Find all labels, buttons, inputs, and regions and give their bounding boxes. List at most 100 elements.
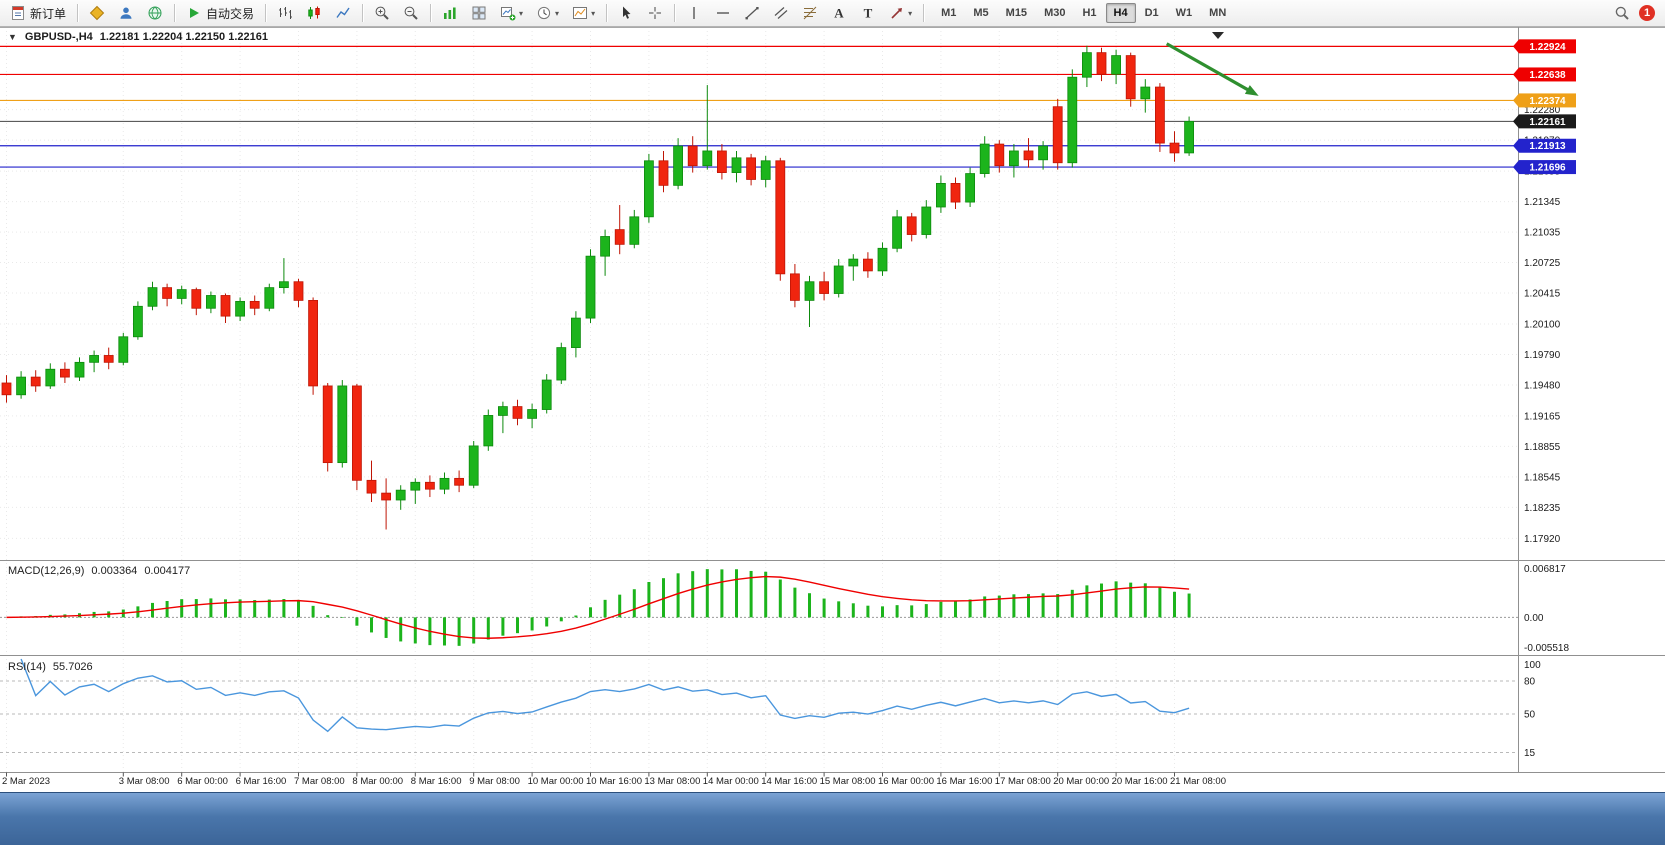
price-tag: 1.22161 bbox=[1513, 114, 1576, 129]
price-tag: 1.22374 bbox=[1513, 93, 1576, 108]
svg-text:1.20100: 1.20100 bbox=[1524, 319, 1561, 330]
crosshair-tool-button[interactable] bbox=[641, 2, 669, 24]
timeframe-button-m15[interactable]: M15 bbox=[998, 3, 1035, 23]
svg-text:50: 50 bbox=[1524, 710, 1536, 721]
timeframe-group: M1 M5 M15 M30 H1 H4 D1 W1 MN bbox=[933, 3, 1234, 23]
timeframe-button-m30[interactable]: M30 bbox=[1036, 3, 1073, 23]
grid bbox=[0, 31, 1518, 772]
svg-text:1.20725: 1.20725 bbox=[1524, 258, 1561, 269]
macd-histogram bbox=[19, 569, 1191, 646]
svg-text:10 Mar 00:00: 10 Mar 00:00 bbox=[528, 776, 584, 787]
svg-text:6 Mar 00:00: 6 Mar 00:00 bbox=[177, 776, 228, 787]
candlestick-chart-icon bbox=[308, 6, 320, 19]
channel-tool-button[interactable] bbox=[767, 2, 795, 24]
fibonacci-tool-button[interactable] bbox=[796, 2, 824, 24]
svg-text:8 Mar 00:00: 8 Mar 00:00 bbox=[352, 776, 403, 787]
chart-canvas[interactable]: 1.222801.219701.216551.213451.210351.207… bbox=[0, 27, 1665, 792]
new-order-button[interactable]: 新订单 bbox=[4, 2, 72, 24]
new-chart-button[interactable]: ▾ bbox=[494, 2, 529, 24]
svg-text:A: A bbox=[834, 6, 844, 21]
price-tag: 1.22638 bbox=[1513, 67, 1576, 82]
trendline-icon bbox=[745, 7, 759, 20]
candlestick-chart-button[interactable] bbox=[300, 2, 328, 24]
market-icon bbox=[89, 5, 105, 21]
text-icon: A bbox=[834, 6, 844, 21]
time-axis[interactable]: 2 Mar 2023 3 Mar 08:00 6 Mar 00:00 6 Mar 16… bbox=[2, 772, 1226, 788]
templates-button[interactable]: ▾ bbox=[566, 2, 601, 24]
toolbar-separator bbox=[265, 4, 267, 22]
svg-text:16 Mar 16:00: 16 Mar 16:00 bbox=[936, 776, 992, 787]
svg-text:6 Mar 16:00: 6 Mar 16:00 bbox=[236, 776, 287, 787]
text-label-tool-button[interactable]: T bbox=[854, 2, 882, 24]
svg-text:1.20415: 1.20415 bbox=[1524, 289, 1561, 300]
svg-text:1.18855: 1.18855 bbox=[1524, 442, 1561, 453]
svg-text:15 Mar 08:00: 15 Mar 08:00 bbox=[820, 776, 876, 787]
cursor-icon bbox=[623, 6, 631, 19]
autotrading-button[interactable]: 自动交易 bbox=[180, 2, 260, 24]
svg-text:1.22280: 1.22280 bbox=[1524, 105, 1561, 116]
svg-text:14 Mar 16:00: 14 Mar 16:00 bbox=[761, 776, 817, 787]
tile-windows-button[interactable] bbox=[465, 2, 493, 24]
clock-icon bbox=[537, 6, 551, 20]
caret-down-icon: ▾ bbox=[519, 8, 524, 18]
svg-text:7 Mar 08:00: 7 Mar 08:00 bbox=[294, 776, 345, 787]
svg-text:3 Mar 08:00: 3 Mar 08:00 bbox=[119, 776, 170, 787]
trend-arrow-head bbox=[1244, 85, 1259, 96]
zoom-in-button[interactable] bbox=[368, 2, 396, 24]
crosshair-icon bbox=[649, 7, 662, 19]
svg-text:0.00: 0.00 bbox=[1524, 613, 1544, 624]
trend-arrow[interactable] bbox=[1165, 42, 1253, 94]
horizontal-line-icon bbox=[717, 12, 730, 14]
chart-shift-marker[interactable] bbox=[1212, 32, 1224, 39]
taskbar-strip bbox=[0, 792, 1665, 845]
arrows-tool-button[interactable]: ▾ bbox=[883, 2, 918, 24]
indicators-button[interactable] bbox=[436, 2, 464, 24]
market-button[interactable] bbox=[83, 2, 111, 24]
search-button[interactable] bbox=[1608, 2, 1636, 24]
notification-badge[interactable]: 1 bbox=[1639, 5, 1655, 21]
price-tag: 1.21913 bbox=[1513, 138, 1576, 153]
channel-icon bbox=[774, 7, 788, 19]
svg-text:T: T bbox=[864, 6, 873, 21]
svg-text:1.22374: 1.22374 bbox=[1529, 96, 1566, 107]
timeframe-button-h1[interactable]: H1 bbox=[1074, 3, 1104, 23]
svg-text:1.19790: 1.19790 bbox=[1524, 350, 1561, 361]
timeframe-button-mn[interactable]: MN bbox=[1201, 3, 1234, 23]
web-button[interactable] bbox=[141, 2, 169, 24]
community-button[interactable] bbox=[112, 2, 140, 24]
timeframe-button-w1[interactable]: W1 bbox=[1168, 3, 1201, 23]
toolbar-separator bbox=[923, 4, 925, 22]
caret-down-icon: ▾ bbox=[908, 8, 913, 18]
community-icon bbox=[120, 7, 132, 19]
new-chart-icon bbox=[501, 7, 516, 21]
notification-count: 1 bbox=[1643, 7, 1651, 19]
horizontal-line-tool-button[interactable] bbox=[709, 2, 737, 24]
toolbar-separator bbox=[77, 4, 79, 22]
timeframe-button-h4[interactable]: H4 bbox=[1105, 3, 1136, 23]
zoom-out-button[interactable] bbox=[397, 2, 425, 24]
text-tool-button[interactable]: A bbox=[825, 2, 853, 24]
svg-text:1.21345: 1.21345 bbox=[1524, 197, 1561, 208]
toolbar-separator bbox=[674, 4, 676, 22]
svg-text:2 Mar 2023: 2 Mar 2023 bbox=[2, 776, 50, 787]
svg-text:17 Mar 08:00: 17 Mar 08:00 bbox=[995, 776, 1051, 787]
autotrading-play-icon bbox=[190, 8, 200, 18]
vertical-line-tool-button[interactable] bbox=[680, 2, 708, 24]
svg-text:1.22924: 1.22924 bbox=[1529, 42, 1566, 53]
timeframe-button-m5[interactable]: M5 bbox=[965, 3, 996, 23]
timeframe-button-m1[interactable]: M1 bbox=[933, 3, 964, 23]
svg-text:15: 15 bbox=[1524, 748, 1536, 759]
line-chart-icon bbox=[336, 7, 350, 18]
trendline-tool-button[interactable] bbox=[738, 2, 766, 24]
svg-text:0.006817: 0.006817 bbox=[1524, 564, 1566, 575]
periods-button[interactable]: ▾ bbox=[530, 2, 565, 24]
line-chart-button[interactable] bbox=[329, 2, 357, 24]
horizontal-line-objects[interactable] bbox=[0, 45, 1518, 168]
caret-down-icon: ▾ bbox=[591, 8, 596, 18]
timeframe-button-d1[interactable]: D1 bbox=[1137, 3, 1167, 23]
new-order-label: 新订单 bbox=[30, 6, 67, 21]
svg-text:1.18545: 1.18545 bbox=[1524, 472, 1561, 483]
bar-chart-button[interactable] bbox=[271, 2, 299, 24]
vertical-line-icon bbox=[693, 7, 695, 19]
cursor-tool-button[interactable] bbox=[612, 2, 640, 24]
